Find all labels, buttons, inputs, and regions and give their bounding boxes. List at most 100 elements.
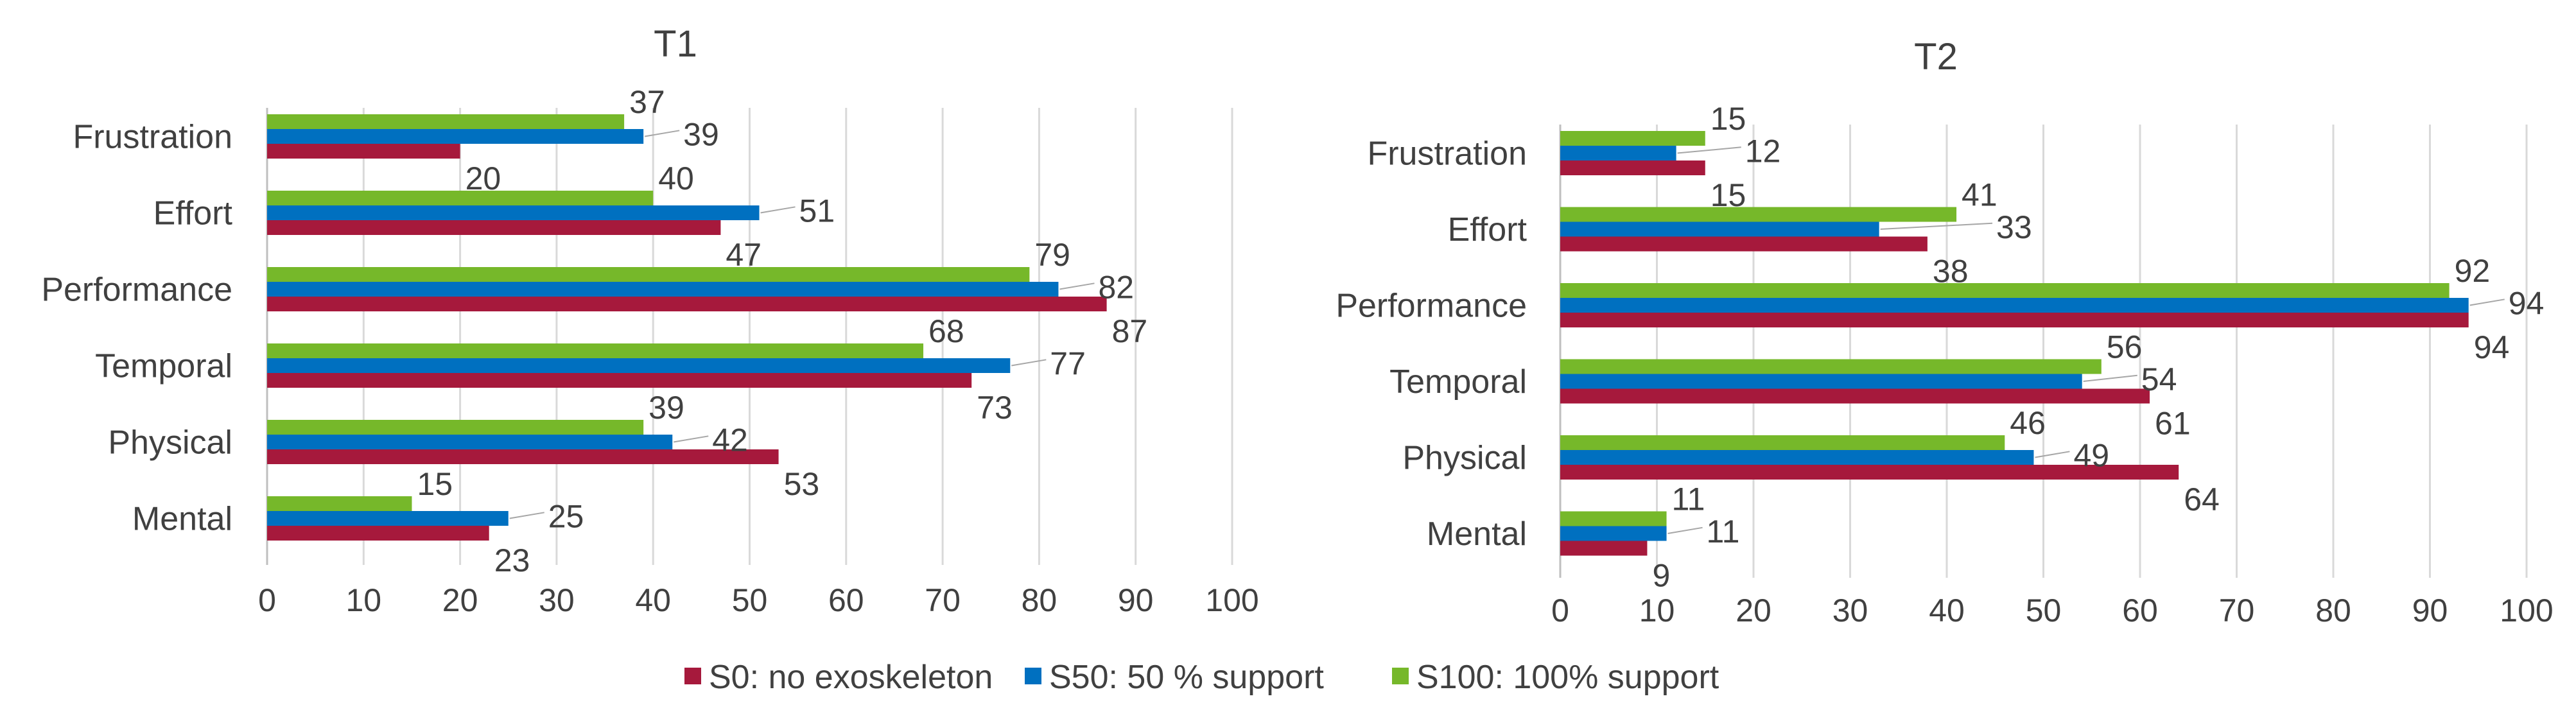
- x-tick-label: 100: [1205, 582, 1258, 618]
- bar-s100-100-support-temporal: [267, 343, 924, 358]
- chart-title: T2: [1914, 36, 1958, 78]
- bar-s0-no-exoskeleton-temporal: [267, 373, 972, 388]
- bar-s0-no-exoskeleton-performance: [1560, 313, 2469, 327]
- category-label-mental: Mental: [1427, 516, 1527, 553]
- legend-swatch-s50-50-support: [1025, 668, 1041, 684]
- bar-s50-50-support-performance: [267, 282, 1059, 297]
- legend-label-s50-50-support: S50: 50 % support: [1049, 659, 1324, 696]
- x-tick-label: 20: [442, 582, 478, 618]
- data-label-s0-no-exoskeleton-performance: 87: [1112, 313, 1148, 349]
- data-label-s50-50-support-temporal: 77: [1050, 346, 1086, 382]
- x-tick-label: 30: [539, 582, 575, 618]
- data-label-s100-100-support-temporal: 68: [928, 313, 964, 349]
- bar-s0-no-exoskeleton-effort: [267, 220, 721, 235]
- data-label-s0-no-exoskeleton-performance: 94: [2474, 329, 2510, 365]
- data-label-s100-100-support-effort: 41: [1962, 177, 1997, 213]
- x-tick-label: 40: [1929, 593, 1965, 628]
- leader-line: [1011, 359, 1047, 367]
- x-tick-label: 0: [1551, 593, 1569, 628]
- data-label-s100-100-support-physical: 46: [2010, 405, 2046, 441]
- x-tick-label: 50: [732, 582, 768, 618]
- data-label-s100-100-support-mental: 15: [417, 466, 453, 502]
- data-label-s100-100-support-performance: 92: [2455, 253, 2491, 289]
- leader-line: [760, 206, 796, 214]
- bar-s50-50-support-physical: [1560, 450, 2034, 465]
- category-label-effort: Effort: [1448, 211, 1527, 248]
- data-label-s100-100-support-effort: 40: [658, 160, 694, 196]
- data-label-s50-50-support-effort: 51: [799, 193, 835, 229]
- data-label-s0-no-exoskeleton-temporal: 73: [977, 390, 1013, 426]
- bar-s0-no-exoskeleton-frustration: [1560, 160, 1705, 175]
- legend: S0: no exoskeleton S50: 50 % support S100:…: [684, 659, 1719, 696]
- data-label-s50-50-support-effort: 33: [1996, 209, 2032, 245]
- bar-s100-100-support-effort: [1560, 207, 1957, 222]
- bar-s100-100-support-physical: [1560, 435, 2005, 450]
- data-label-s50-50-support-physical: 42: [712, 422, 748, 458]
- chart-t1: T1 0 10 20 30 40 50 60 70 80 90 100 Frustration 37 39 2…: [41, 23, 1258, 618]
- leader-line: [674, 435, 709, 443]
- x-tick-label: 90: [2412, 593, 2448, 628]
- category-label-temporal: Temporal: [1389, 363, 1527, 401]
- x-tick-label: 30: [1832, 593, 1868, 628]
- bar-s100-100-support-physical: [267, 420, 644, 435]
- data-label-s100-100-support-frustration: 37: [629, 84, 665, 120]
- bar-s0-no-exoskeleton-mental: [267, 526, 489, 541]
- legend-swatch-s0-no-exoskeleton: [684, 668, 701, 684]
- leader-line: [1880, 222, 1993, 230]
- category-label-mental: Mental: [132, 501, 232, 538]
- bar-s100-100-support-temporal: [1560, 359, 2102, 374]
- data-label-s50-50-support-performance: 94: [2509, 286, 2545, 322]
- bar-s100-100-support-frustration: [1560, 131, 1705, 146]
- data-label-s50-50-support-frustration: 12: [1745, 134, 1781, 169]
- bar-s100-100-support-frustration: [267, 114, 625, 129]
- data-label-s0-no-exoskeleton-temporal: 61: [2155, 406, 2191, 442]
- data-label-s100-100-support-frustration: 15: [1710, 101, 1746, 137]
- bar-s100-100-support-performance: [267, 267, 1030, 282]
- leader-line: [2083, 374, 2137, 382]
- bar-s100-100-support-mental: [267, 496, 412, 511]
- category-label-frustration: Frustration: [73, 119, 232, 156]
- bar-s50-50-support-mental: [1560, 526, 1667, 541]
- category-label-temporal: Temporal: [95, 348, 232, 385]
- category-label-frustration: Frustration: [1367, 135, 1527, 173]
- data-label-s0-no-exoskeleton-mental: 9: [1652, 558, 1670, 594]
- bar-s0-no-exoskeleton-effort: [1560, 236, 1928, 252]
- chart-title: T1: [654, 23, 697, 65]
- x-tick-label: 60: [2122, 593, 2158, 628]
- data-label-s0-no-exoskeleton-frustration: 20: [466, 160, 501, 196]
- category-label-effort: Effort: [153, 195, 233, 232]
- x-tick-label: 0: [258, 582, 276, 618]
- category-label-physical: Physical: [108, 424, 232, 462]
- x-tick-label: 80: [2315, 593, 2351, 628]
- data-label-s100-100-support-performance: 79: [1034, 237, 1070, 273]
- data-label-s0-no-exoskeleton-physical: 64: [2184, 481, 2220, 517]
- x-tick-label: 70: [925, 582, 961, 618]
- legend-swatch-s100-100-support: [1392, 668, 1409, 684]
- bar-s0-no-exoskeleton-mental: [1560, 541, 1648, 556]
- data-label-s0-no-exoskeleton-effort: 47: [726, 237, 761, 273]
- bar-s50-50-support-temporal: [267, 358, 1011, 373]
- category-label-performance: Performance: [41, 272, 232, 309]
- leader-line: [645, 130, 680, 137]
- data-label-s50-50-support-frustration: 39: [683, 117, 719, 153]
- x-tick-label: 90: [1118, 582, 1154, 618]
- x-tick-label: 10: [1639, 593, 1675, 628]
- x-tick-label: 80: [1022, 582, 1057, 618]
- bar-s100-100-support-performance: [1560, 283, 2450, 298]
- category-label-performance: Performance: [1336, 288, 1527, 325]
- bar-s100-100-support-mental: [1560, 511, 1667, 526]
- leader-line: [2035, 451, 2070, 458]
- x-tick-label: 40: [635, 582, 671, 618]
- bar-s0-no-exoskeleton-temporal: [1560, 388, 2150, 404]
- category-label-physical: Physical: [1402, 440, 1527, 477]
- data-label-s50-50-support-temporal: 54: [2141, 361, 2177, 397]
- bar-s0-no-exoskeleton-physical: [267, 449, 779, 464]
- data-label-s50-50-support-physical: 49: [2073, 438, 2109, 474]
- data-label-s50-50-support-mental: 25: [548, 499, 584, 535]
- data-label-s50-50-support-performance: 82: [1098, 270, 1134, 306]
- x-tick-label: 100: [2500, 593, 2553, 628]
- leader-line: [1059, 282, 1095, 290]
- legend-label-s0-no-exoskeleton: S0: no exoskeleton: [709, 659, 993, 696]
- data-label-s100-100-support-physical: 39: [648, 390, 684, 426]
